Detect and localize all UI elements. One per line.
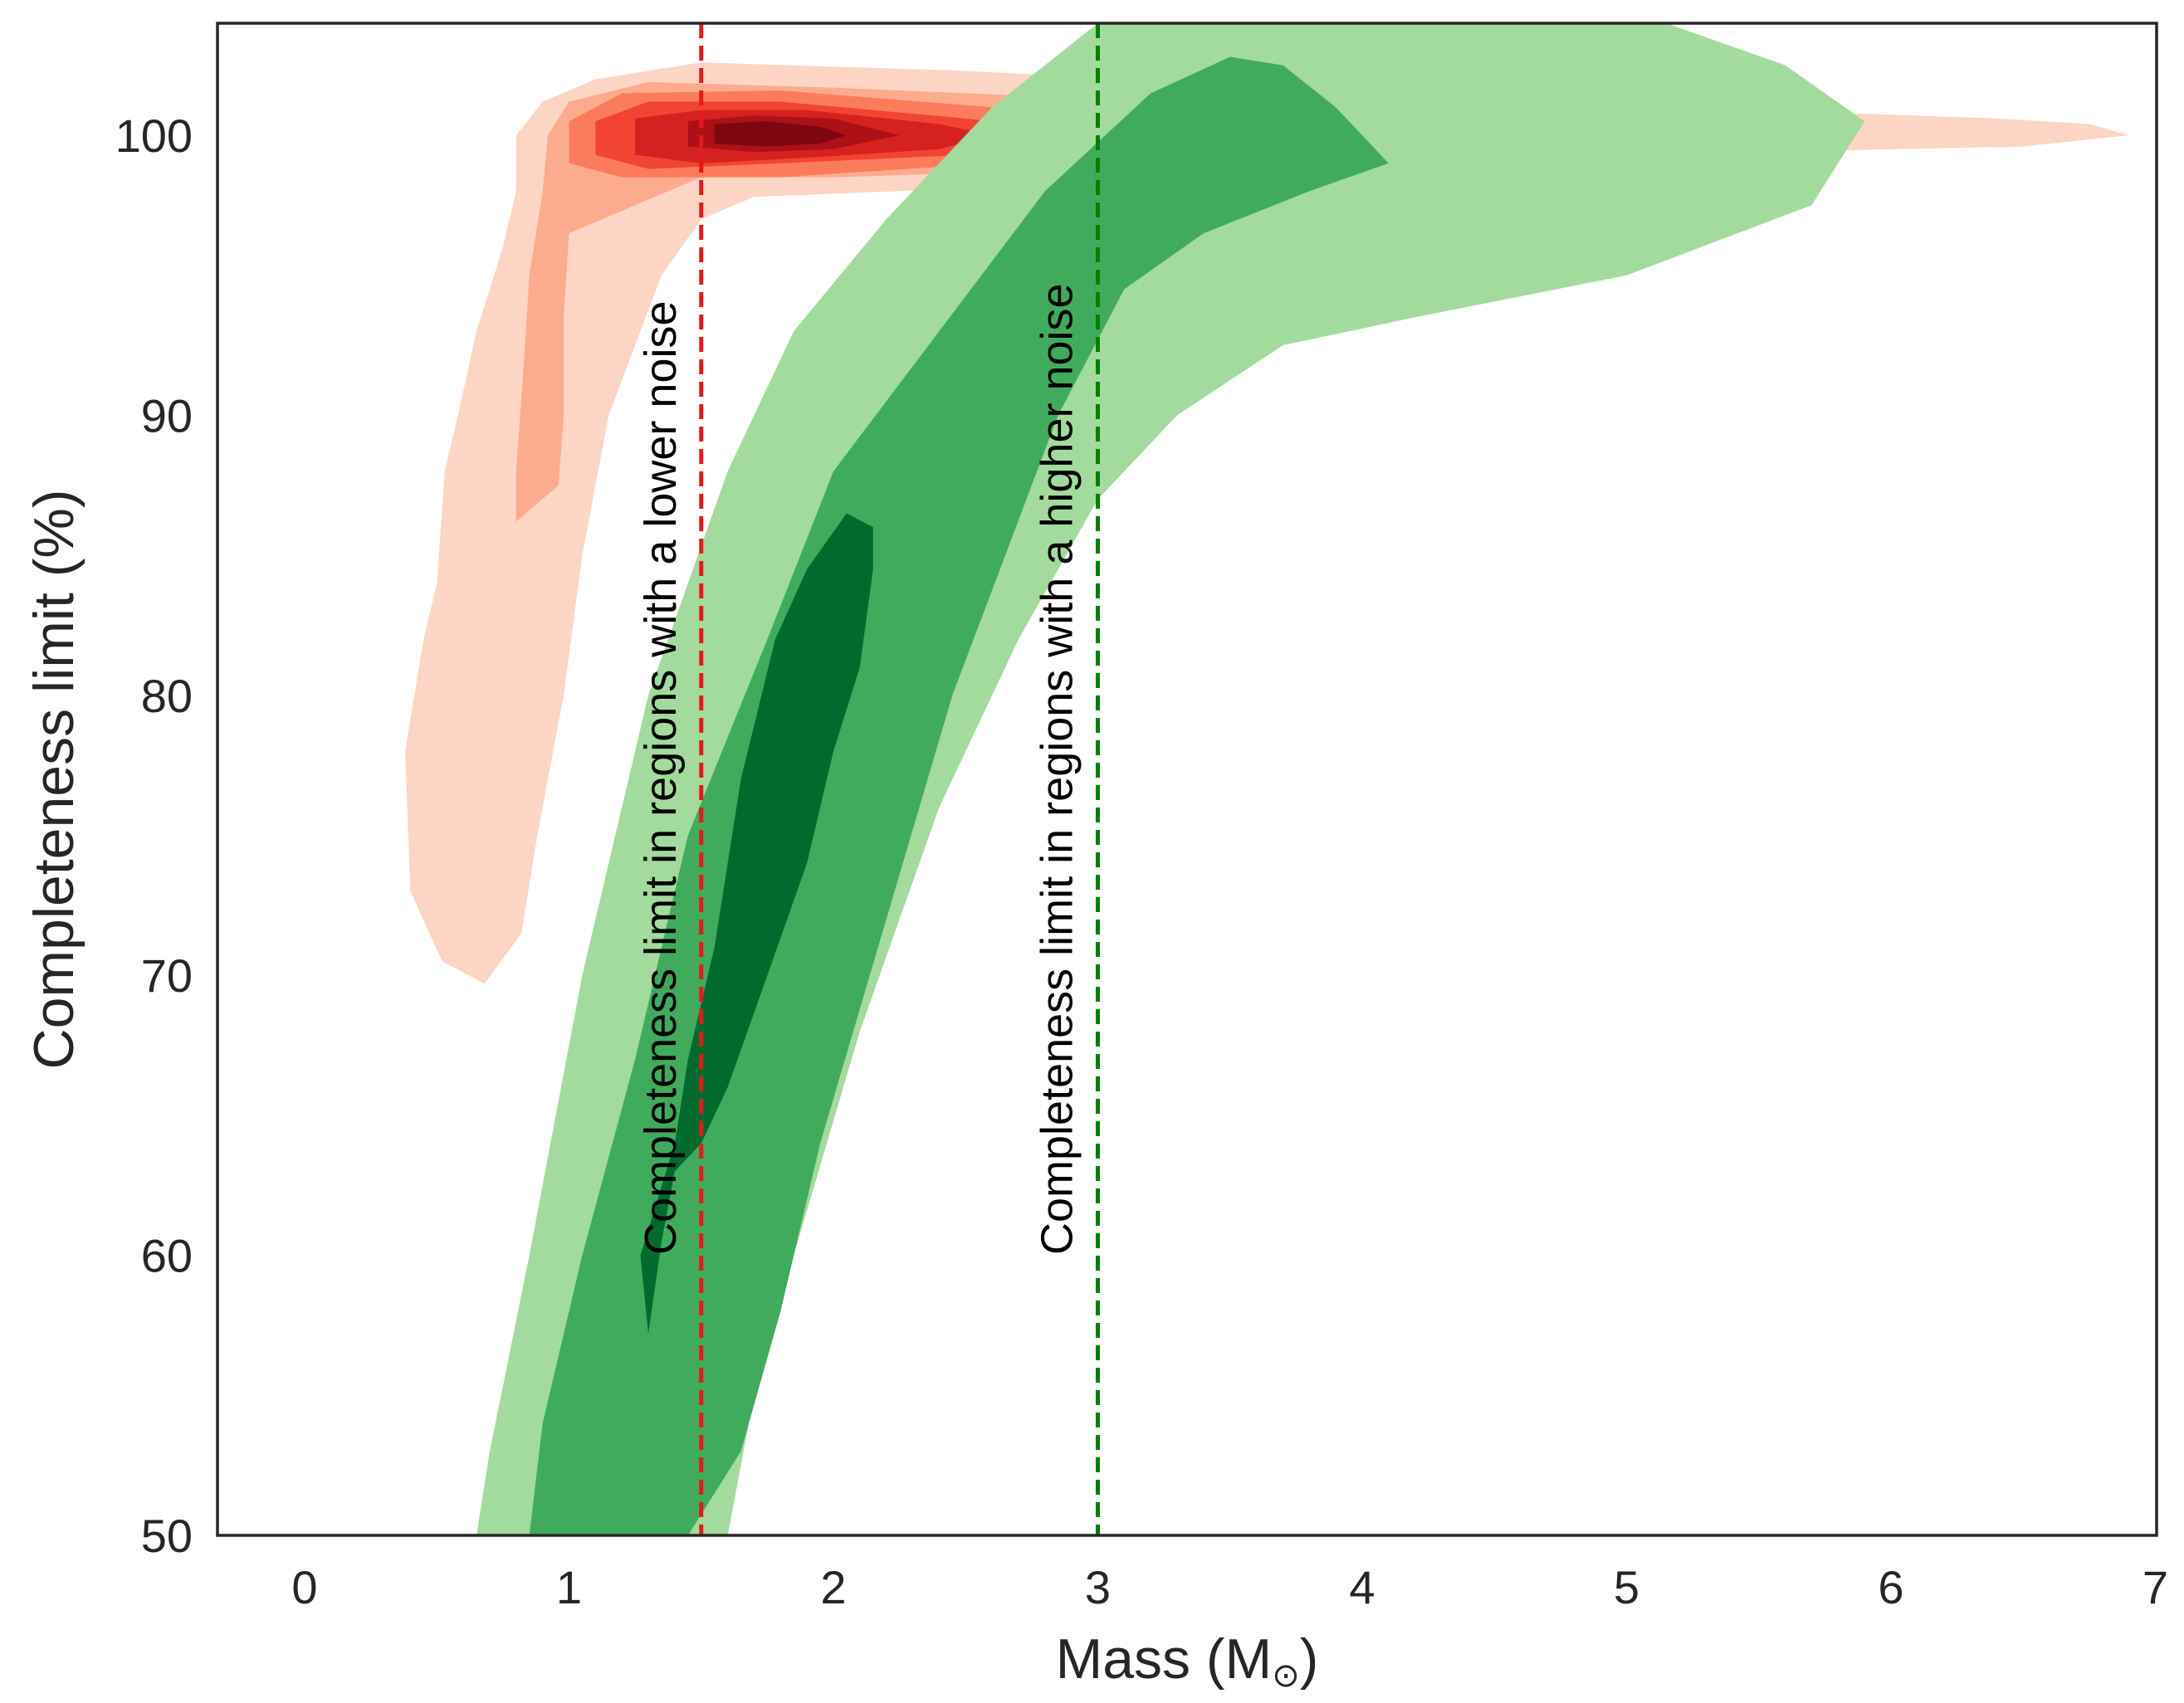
- x-tick-label: 1: [556, 1561, 582, 1613]
- lower-noise-annotation: Completeness limit in regions with a low…: [636, 300, 686, 1255]
- higher-noise-annotation: Completeness limit in regions with a hig…: [1033, 283, 1082, 1255]
- x-axis-ticks: 0 1 2 3 4 5 6 7: [291, 1561, 2168, 1613]
- contour-level-1-0: [476, 23, 1865, 1535]
- density-contours: [405, 23, 2129, 1535]
- x-tick-label: 0: [291, 1561, 317, 1613]
- series-higher-noise: [476, 23, 1865, 1535]
- x-axis-title-close: ): [1300, 1627, 1319, 1691]
- contour-level-1-1: [529, 56, 1389, 1535]
- y-tick-label: 50: [141, 1510, 193, 1562]
- reference-lines: [699, 23, 1100, 1535]
- y-tick-label: 70: [141, 949, 193, 1002]
- y-axis-title: Completeness limit (%): [22, 489, 86, 1069]
- y-tick-label: 60: [141, 1230, 193, 1282]
- y-tick-label: 90: [141, 389, 193, 442]
- annotations: Completeness limit in regions with a low…: [636, 283, 1082, 1255]
- x-tick-label: 3: [1085, 1561, 1111, 1613]
- y-tick-label: 80: [141, 670, 193, 722]
- y-axis-ticks: 50 60 70 80 90 100: [115, 110, 193, 1562]
- x-tick-label: 5: [1614, 1561, 1639, 1613]
- x-axis-title-symbol: ⊙: [1272, 1657, 1300, 1694]
- x-axis-title: Mass (M⊙): [1056, 1627, 1319, 1694]
- x-tick-label: 2: [820, 1561, 846, 1613]
- x-tick-label: 7: [2142, 1561, 2168, 1613]
- contour-level-0-6: [714, 121, 847, 147]
- x-tick-label: 6: [1878, 1561, 1903, 1613]
- x-axis-title-main: Mass (M: [1056, 1627, 1273, 1691]
- plot-frame: [216, 22, 2158, 1537]
- contour-level-1-2: [640, 513, 873, 1335]
- x-tick-label: 4: [1349, 1561, 1375, 1613]
- y-tick-label: 100: [115, 110, 193, 162]
- plot-area: [405, 23, 2129, 1535]
